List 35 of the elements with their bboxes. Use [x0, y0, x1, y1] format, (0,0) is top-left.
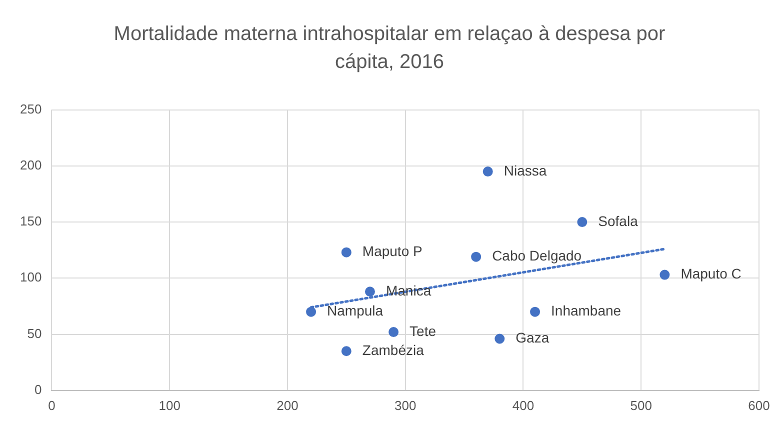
chart-title: Mortalidade materna intrahospitalar em relaçao à despesa por cápita, 2016 — [112, 22, 666, 75]
point — [341, 346, 352, 356]
y-tick-label: 50 — [27, 326, 42, 341]
x-tick-label: 0 — [48, 398, 56, 413]
annotation: Gaza — [516, 330, 550, 346]
point — [660, 270, 670, 280]
annotation: Zambézia — [362, 342, 424, 358]
x-tick-label: 600 — [748, 398, 770, 413]
point — [530, 306, 540, 317]
y-tick-label: 250 — [20, 101, 42, 116]
annotation: Inhambane — [551, 302, 622, 319]
annotation: Maputo C — [680, 266, 742, 282]
point — [306, 306, 316, 317]
y-tick-label: 150 — [20, 214, 42, 229]
y-tick-label: 100 — [20, 270, 42, 285]
point — [364, 286, 375, 297]
annotation: Cabo Delgado — [492, 248, 582, 264]
point — [577, 217, 588, 228]
x-tick-label: 300 — [394, 398, 416, 413]
x-tick-label: 500 — [630, 398, 652, 413]
point — [494, 334, 505, 344]
annotation: Niassa — [504, 162, 547, 178]
annotation: Sofala — [598, 212, 638, 229]
annotation: Nampula — [327, 302, 384, 319]
y-tick-label: 200 — [20, 158, 42, 172]
point — [388, 327, 399, 338]
point — [471, 252, 482, 262]
annotation: Maputo P — [362, 243, 422, 260]
point — [482, 166, 493, 177]
point — [341, 247, 352, 258]
annotation: Tete — [410, 322, 436, 339]
y-tick-label: 0 — [34, 382, 42, 397]
x-tick-label: 100 — [158, 398, 180, 413]
x-tick-label: 200 — [276, 398, 298, 413]
x-tick-label: 400 — [512, 398, 534, 413]
